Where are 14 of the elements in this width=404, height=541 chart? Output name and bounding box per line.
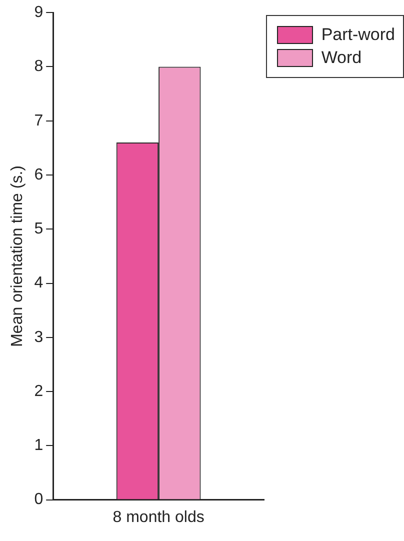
y-tick-label: 4	[34, 274, 44, 292]
legend-label: Word	[321, 48, 362, 68]
y-tick-label: 0	[34, 491, 44, 508]
y-tick-label: 9	[34, 4, 44, 22]
y-tick-label: 2	[34, 382, 44, 400]
y-tick-label: 6	[34, 166, 44, 184]
y-tick-label: 5	[34, 220, 44, 238]
y-tick-label: 7	[34, 112, 44, 130]
y-tick-label: 8	[34, 58, 44, 76]
y-axis-title: Mean orientation time (s.)	[9, 165, 26, 347]
x-tick-label: 8 month olds	[112, 508, 204, 526]
y-tick-label: 3	[34, 328, 44, 346]
y-tick-label: 1	[34, 437, 44, 454]
legend-label: Part-word	[321, 25, 395, 45]
